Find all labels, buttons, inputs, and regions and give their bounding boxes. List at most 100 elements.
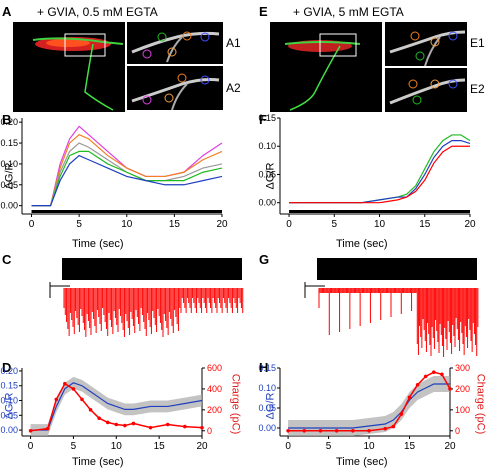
series-point-H [415, 382, 420, 387]
y2tick-label-H: 200 [455, 384, 470, 394]
series-point-H [351, 428, 355, 433]
panel-label-f: F [259, 112, 267, 127]
xtick-label-B: 15 [169, 219, 181, 230]
ytick-label-D: 0.15 [0, 381, 18, 391]
y2tick-label-D: 400 [207, 384, 222, 394]
xtick-label-H: 5 [326, 441, 332, 452]
series-point-H [318, 428, 323, 433]
series-line-F-2 [289, 145, 470, 204]
xtick-label-D: 5 [71, 441, 77, 452]
series-point-D [200, 425, 204, 430]
panel-label-a: A [2, 4, 12, 19]
d-xlabel: Time (sec) [72, 456, 124, 468]
xtick-label-F: 5 [332, 219, 338, 230]
y2tick-label-H: 100 [455, 405, 470, 415]
panel-label-e: E [259, 4, 268, 19]
xtick-label-B: 5 [76, 219, 82, 230]
series-point-H [334, 428, 339, 433]
xtick-label-H: 0 [285, 441, 291, 452]
ytick-label-B: 0.20 [0, 117, 18, 127]
xtick-label-D: 10 [111, 441, 123, 452]
error-band-H [288, 376, 450, 436]
series-point-D [97, 416, 101, 421]
xtick-label-F: 0 [286, 219, 292, 230]
ytick-label-H: 0.15 [258, 363, 276, 373]
xtick-label-H: 15 [404, 441, 416, 452]
xtick-label-H: 10 [363, 441, 375, 452]
inset-image-e2 [385, 68, 467, 112]
panel-label-h: H [259, 360, 269, 375]
y2tick-label-H: 300 [455, 363, 470, 373]
series-point-D [105, 420, 110, 425]
series-line-H-0 [288, 383, 450, 429]
ytick-label-H: 0.05 [258, 403, 276, 413]
ytick-label-H: 0.00 [258, 423, 276, 433]
y2tick-label-D: 0 [207, 426, 212, 436]
y2tick-label-D: 600 [207, 363, 222, 373]
xtick-label-B: 10 [121, 219, 133, 230]
series-point-H [448, 387, 452, 391]
ytick-label-F: 0.10 [258, 141, 276, 151]
inset-label-a1: A1 [226, 36, 241, 50]
series-line-B-4 [31, 154, 223, 207]
ytick-label-F: 0.00 [258, 198, 276, 208]
stim-bar-F [289, 210, 470, 213]
inset-label-e2: E2 [470, 82, 485, 96]
y2tick-label-H: 0 [455, 426, 460, 436]
voltage-step-g [317, 258, 477, 280]
inset-label-e1: E1 [470, 36, 485, 50]
series-line-D-1 [30, 382, 203, 432]
h-xlabel: Time (sec) [336, 456, 388, 468]
b-xlabel: Time (sec) [72, 238, 124, 250]
inset-image-a1 [127, 22, 223, 64]
d-ylabel: ΔG/R [3, 392, 16, 420]
series-point-H [391, 424, 396, 429]
xtick-label-F: 10 [374, 219, 386, 230]
series-point-D [63, 381, 67, 386]
series-point-H [407, 395, 412, 400]
xtick-label-F: 15 [419, 219, 431, 230]
series-point-D [148, 425, 153, 430]
series-point-D [123, 423, 127, 428]
series-point-H [432, 370, 436, 374]
xtick-label-H: 20 [444, 441, 456, 452]
series-point-D [28, 428, 33, 433]
ytick-label-D: 0.05 [0, 410, 18, 420]
ytick-label-B: 0.10 [0, 159, 18, 169]
xtick-label-D: 15 [154, 441, 166, 452]
neuron-image-left [13, 22, 125, 112]
xtick-label-B: 20 [216, 219, 228, 230]
xtick-label-F: 20 [464, 219, 476, 230]
h-ylabel: ΔG/R [264, 392, 277, 420]
voltage-step-c [62, 258, 242, 280]
panel-label-c: C [2, 252, 12, 267]
series-point-H [367, 428, 371, 433]
f-xlabel: Time (sec) [336, 238, 388, 250]
ytick-label-D: 0.10 [0, 396, 18, 406]
series-point-D [114, 422, 119, 427]
panel-label-d: D [2, 360, 12, 375]
d-y2label: Charge (pC) [229, 373, 242, 435]
right-title: + GVIA, 5 mM EGTA [293, 5, 404, 19]
series-point-H [423, 374, 428, 379]
ytick-label-F: 0.05 [258, 169, 276, 179]
series-point-H [440, 372, 444, 377]
ytick-label-F: 0.15 [258, 113, 276, 123]
series-point-H [302, 428, 307, 433]
panel-label-g: G [259, 252, 270, 267]
series-point-D [183, 424, 187, 429]
left-title: + GVIA, 0.5 mM EGTA [37, 5, 158, 19]
series-point-H [286, 428, 290, 433]
ytick-label-H: 0.10 [258, 383, 276, 393]
series-point-D [80, 397, 84, 402]
ytick-label-B: 0.00 [0, 201, 18, 211]
series-line-B-2 [31, 142, 223, 207]
panel-label-b: B [2, 112, 12, 127]
series-line-F-0 [289, 134, 471, 204]
series-point-D [131, 421, 136, 426]
ytick-label-D: 0.20 [0, 366, 18, 376]
series-point-H [383, 426, 388, 431]
inset-image-a2 [127, 66, 223, 110]
ytick-label-D: 0.00 [0, 425, 18, 435]
